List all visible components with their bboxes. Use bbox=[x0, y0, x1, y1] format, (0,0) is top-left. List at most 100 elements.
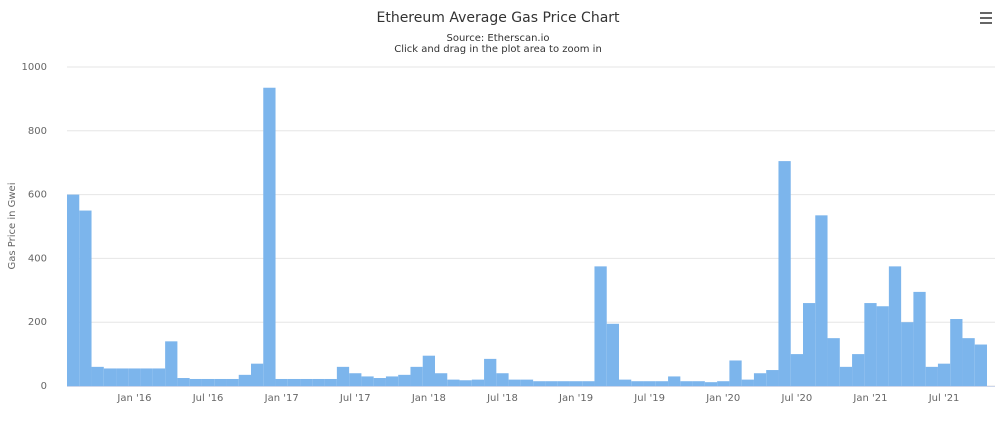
bar bbox=[704, 382, 718, 386]
bar bbox=[876, 306, 889, 386]
bar bbox=[766, 370, 779, 386]
bar bbox=[913, 291, 926, 386]
x-tick-label: Jan '16 bbox=[116, 393, 151, 404]
x-tick-label: Jul '16 bbox=[192, 393, 224, 404]
menu-icon-bar bbox=[980, 22, 992, 24]
bar bbox=[655, 381, 669, 386]
chart-title: Ethereum Average Gas Price Chart bbox=[376, 10, 620, 26]
bar bbox=[447, 379, 460, 386]
y-tick-label: 400 bbox=[28, 253, 47, 264]
bar bbox=[128, 368, 141, 386]
bar bbox=[962, 338, 975, 386]
bar bbox=[680, 381, 693, 386]
bar bbox=[484, 358, 497, 386]
x-tick-label: Jan '17 bbox=[264, 393, 299, 404]
bar bbox=[974, 344, 987, 386]
x-tick-label: Jan '19 bbox=[558, 393, 593, 404]
bar bbox=[300, 378, 313, 386]
bar bbox=[361, 376, 374, 386]
bar bbox=[741, 379, 754, 386]
x-tick-label: Jan '21 bbox=[852, 393, 887, 404]
bar bbox=[238, 374, 251, 386]
bar bbox=[557, 381, 570, 386]
y-tick-label: 200 bbox=[28, 317, 47, 328]
bar bbox=[925, 366, 938, 386]
bar bbox=[496, 373, 509, 386]
bar bbox=[336, 366, 350, 386]
chart-subtitle: Source: Etherscan.io bbox=[447, 33, 550, 44]
bar bbox=[533, 381, 546, 386]
bar bbox=[226, 378, 239, 386]
menu-icon-bar bbox=[980, 17, 992, 19]
bar bbox=[435, 373, 448, 386]
y-tick-label: 600 bbox=[28, 190, 47, 201]
bar bbox=[91, 366, 104, 386]
bar bbox=[815, 215, 828, 386]
bar bbox=[606, 323, 619, 386]
bar bbox=[839, 366, 853, 386]
bar bbox=[937, 363, 951, 386]
x-tick-label: Jul '17 bbox=[339, 393, 371, 404]
bar bbox=[619, 379, 632, 386]
bar bbox=[140, 368, 153, 386]
x-tick-label: Jul '18 bbox=[486, 393, 518, 404]
y-tick-label: 1000 bbox=[22, 62, 47, 73]
bar bbox=[545, 381, 558, 386]
bar bbox=[201, 378, 215, 386]
bar bbox=[324, 378, 337, 386]
bar bbox=[471, 379, 485, 386]
x-tick-label: Jul '21 bbox=[928, 393, 960, 404]
bar bbox=[520, 379, 534, 386]
x-tick-label: Jan '20 bbox=[705, 393, 740, 404]
bar bbox=[251, 363, 264, 386]
bar bbox=[631, 381, 644, 386]
bar bbox=[643, 381, 656, 386]
x-tick-label: Jul '20 bbox=[781, 393, 813, 404]
bar bbox=[888, 266, 902, 386]
bar bbox=[398, 374, 411, 386]
bar bbox=[692, 381, 705, 386]
bar bbox=[717, 381, 730, 386]
bar bbox=[214, 378, 227, 386]
bar bbox=[459, 380, 472, 386]
bar bbox=[385, 376, 399, 386]
bar bbox=[790, 354, 803, 386]
bar bbox=[177, 378, 190, 386]
bar bbox=[349, 373, 362, 386]
x-tick-label: Jul '19 bbox=[633, 393, 665, 404]
bar bbox=[79, 210, 92, 386]
bar bbox=[803, 303, 816, 386]
y-tick-label: 0 bbox=[41, 381, 47, 392]
bar bbox=[569, 381, 583, 386]
bar bbox=[287, 378, 301, 386]
bar bbox=[275, 378, 288, 386]
bar bbox=[901, 322, 914, 386]
bar bbox=[67, 194, 80, 386]
x-tick-label: Jan '18 bbox=[411, 393, 446, 404]
bar bbox=[582, 381, 595, 386]
bar bbox=[312, 378, 325, 386]
menu-icon-bar bbox=[980, 12, 992, 14]
bar bbox=[508, 379, 521, 386]
bar bbox=[263, 87, 276, 387]
bar bbox=[422, 355, 435, 386]
menu-button[interactable] bbox=[980, 12, 992, 24]
bar bbox=[827, 338, 840, 386]
bar bbox=[778, 161, 791, 386]
bar bbox=[165, 341, 178, 386]
bar bbox=[950, 319, 963, 386]
chart-subtitle: Click and drag in the plot area to zoom … bbox=[394, 44, 602, 55]
bar bbox=[753, 373, 767, 386]
bar bbox=[189, 378, 202, 386]
bar bbox=[410, 366, 423, 386]
bar bbox=[116, 368, 129, 386]
bar bbox=[729, 360, 742, 386]
bar bbox=[152, 368, 166, 386]
bar bbox=[852, 354, 865, 386]
y-axis-title: Gas Price in Gwei bbox=[7, 183, 18, 270]
bar bbox=[103, 368, 117, 386]
bar bbox=[373, 378, 386, 386]
bar bbox=[864, 303, 877, 386]
bar bbox=[668, 376, 681, 386]
